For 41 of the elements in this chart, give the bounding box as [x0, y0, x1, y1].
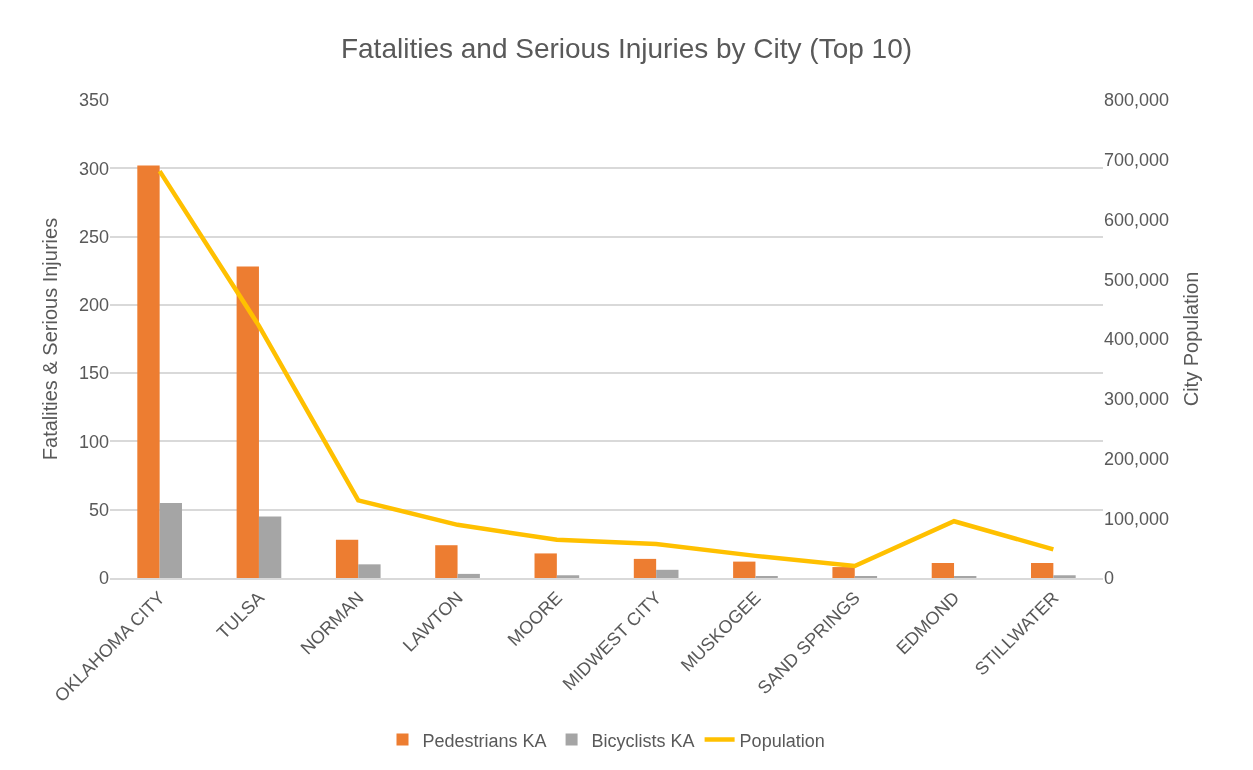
bar: [457, 573, 480, 578]
bar: [358, 564, 381, 578]
y2-tick-label: 700,000: [1104, 150, 1170, 171]
bar: [335, 539, 359, 578]
y-tick-label: 150: [78, 363, 109, 384]
y2-tick-label: 300,000: [1104, 389, 1170, 410]
chart-title: Fatalities and Serious Injuries by City (Top 10): [340, 33, 913, 65]
y2-tick-label: 400,000: [1104, 329, 1170, 350]
y2-tick-label: 600,000: [1104, 209, 1170, 230]
y-tick-label: 50: [88, 500, 109, 521]
bar: [435, 545, 458, 578]
bar: [556, 575, 580, 578]
y2-axis-title: City Population: [1179, 271, 1202, 407]
y-tick-label: 100: [78, 431, 109, 452]
bar: [733, 561, 756, 578]
bar: [1031, 562, 1054, 578]
y2-tick-label: 200,000: [1104, 448, 1170, 469]
legend-label: Population: [739, 730, 825, 751]
bar: [656, 569, 679, 578]
bar: [931, 562, 955, 578]
bar: [534, 553, 557, 578]
y-tick-label: 350: [78, 90, 109, 111]
bar: [633, 558, 657, 578]
bar: [1053, 575, 1076, 578]
legend-label: Pedestrians KA: [422, 730, 547, 751]
y2-tick-label: 800,000: [1104, 90, 1170, 111]
y-tick-label: 0: [98, 568, 109, 589]
y-axis-title: Fatalities & Serious Injuries: [39, 217, 62, 461]
legend-label: Bicyclists KA: [591, 730, 695, 751]
y2-tick-label: 0: [1104, 568, 1115, 589]
line-series: [157, 168, 1056, 569]
bar: [258, 516, 282, 578]
y2-tick-label: 100,000: [1104, 508, 1170, 529]
bar: [137, 165, 160, 578]
y-tick-label: 200: [78, 295, 109, 316]
y2-tick-label: 500,000: [1104, 269, 1170, 290]
bar: [236, 266, 259, 578]
bar: [832, 567, 855, 578]
bar: [159, 502, 182, 578]
y-tick-label: 250: [78, 226, 109, 247]
y-tick-label: 300: [78, 158, 109, 179]
